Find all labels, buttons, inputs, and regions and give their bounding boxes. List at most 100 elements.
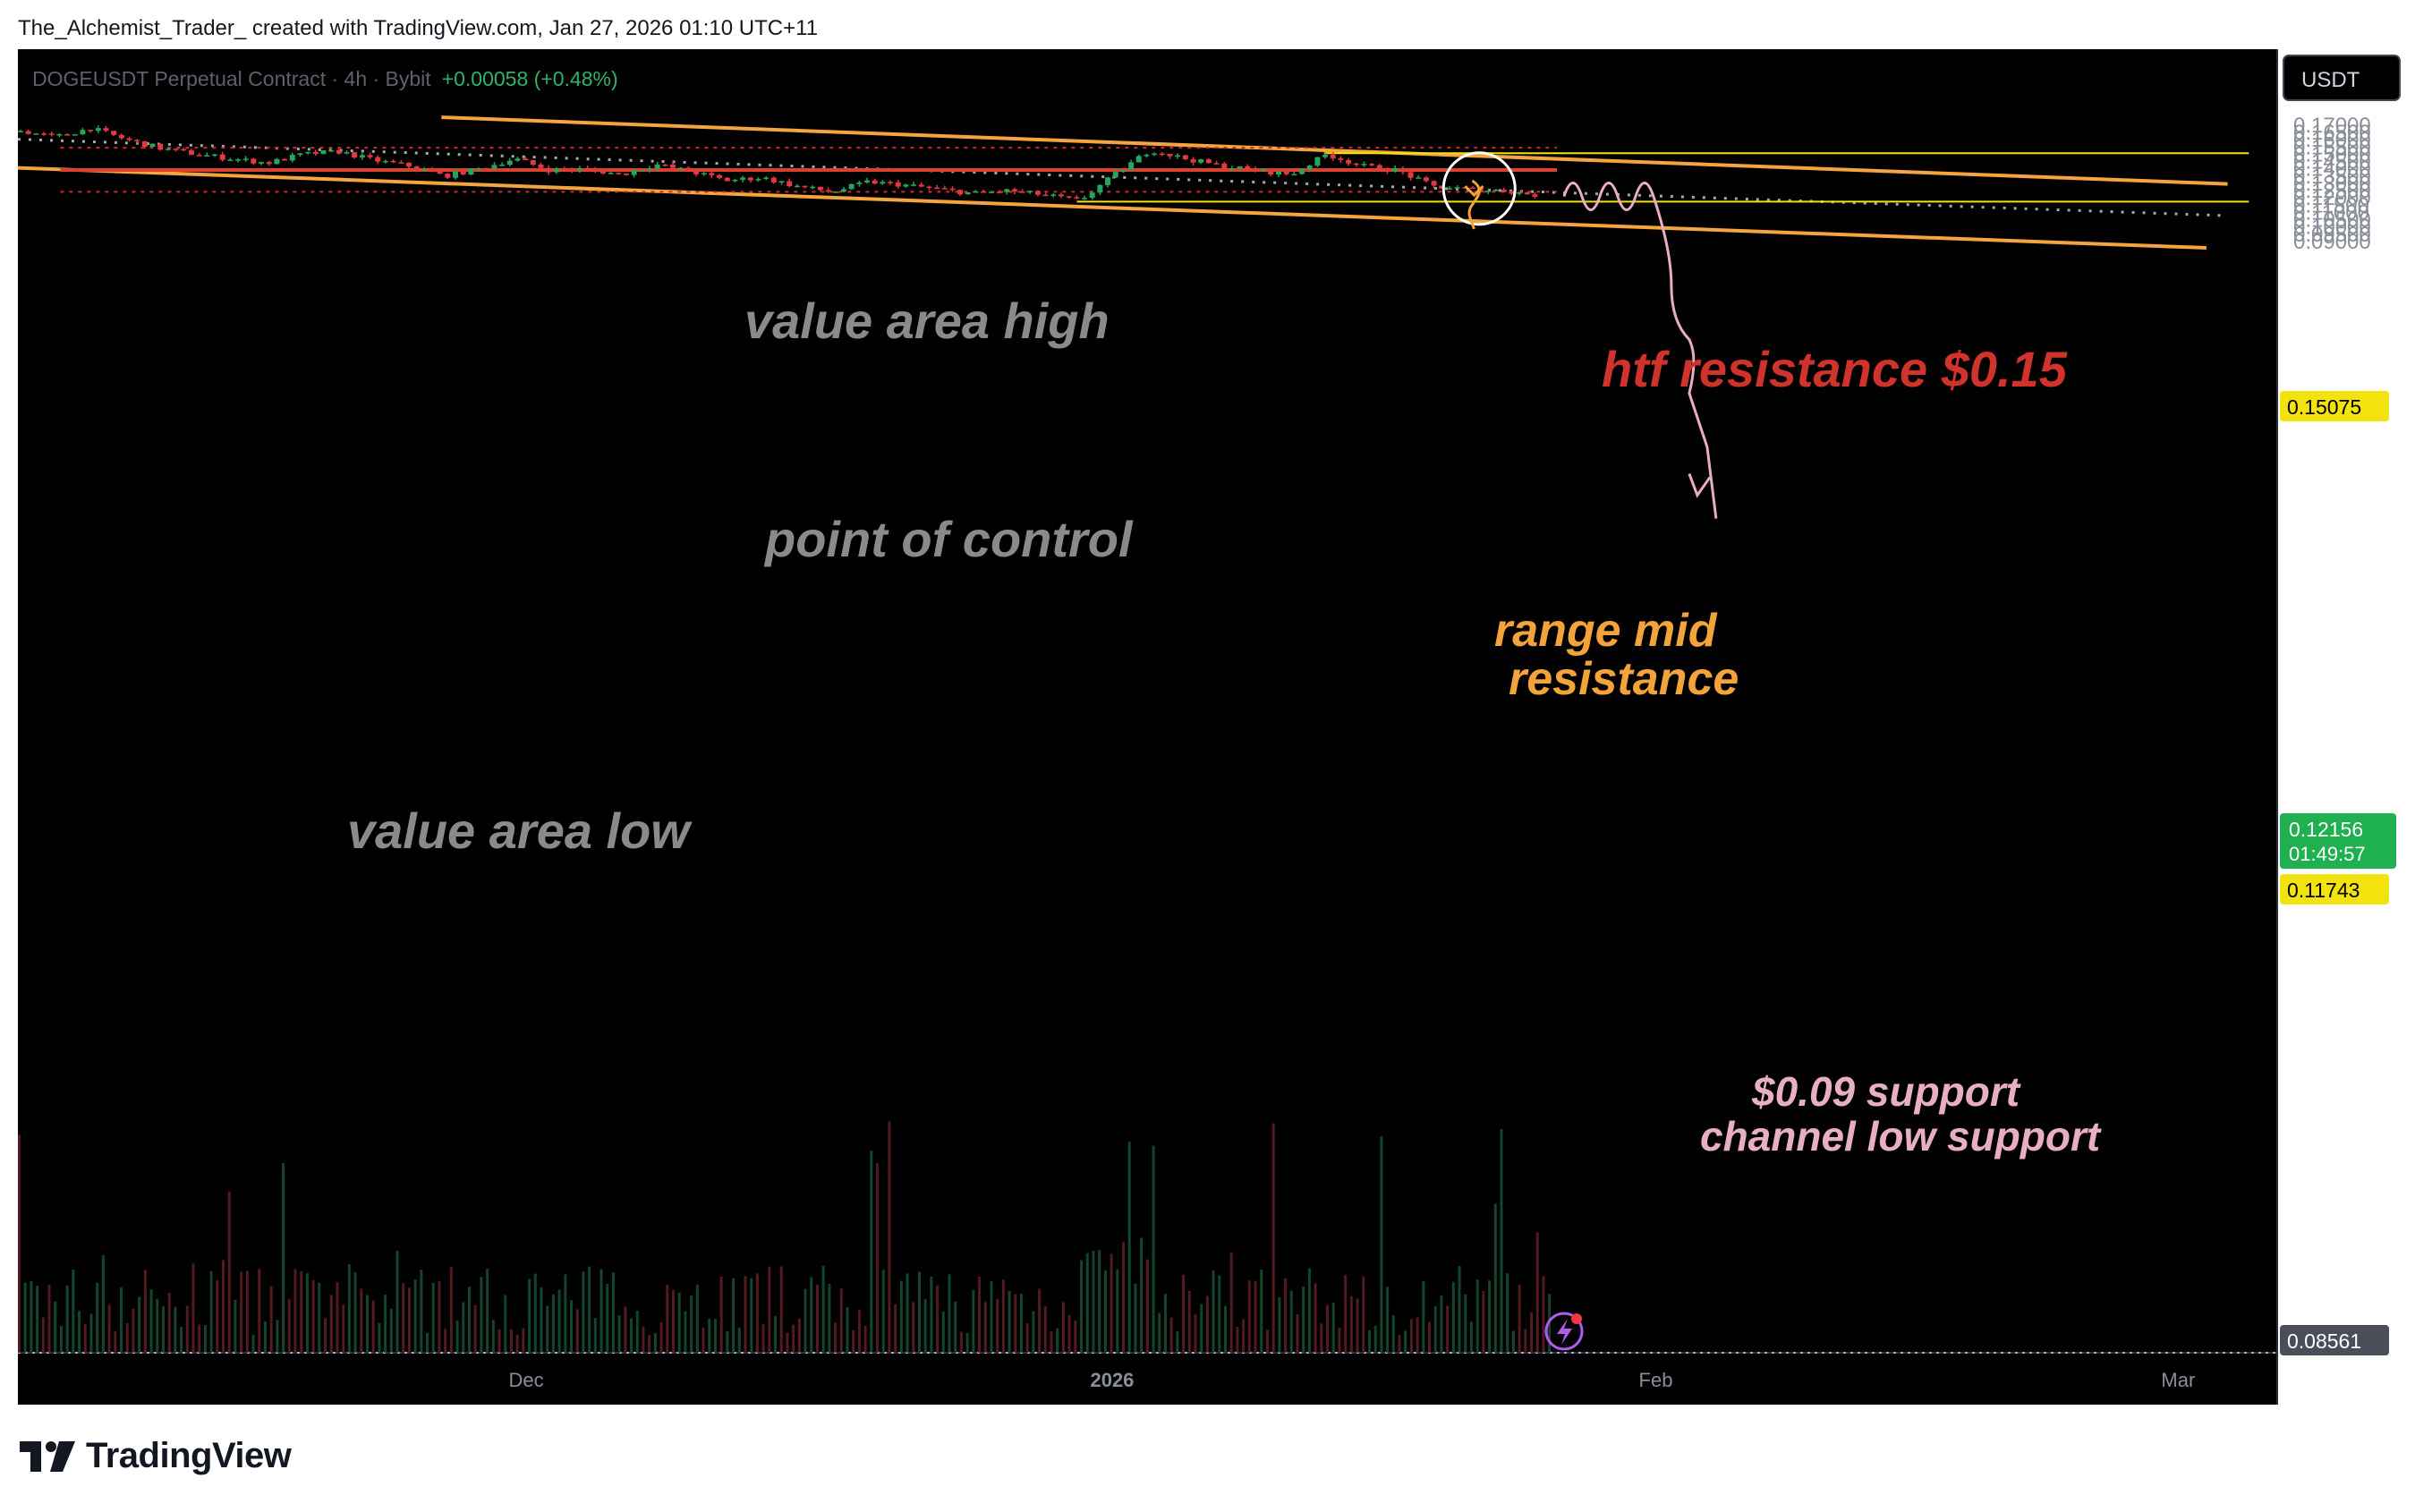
range-mid-arrowhead[interactable] [1464,184,1484,198]
candle-body [996,191,1002,193]
volume-bar [1254,1280,1257,1353]
volume-bar [402,1283,405,1353]
volume-bar [365,1295,369,1353]
volume-bar [227,1191,231,1353]
candle-body [141,140,148,148]
candle-body [344,152,350,154]
candle-body [787,181,793,187]
volume-bar [54,1301,57,1353]
candle-body [941,188,948,190]
volume-bar [1085,1253,1089,1353]
candle-body [103,128,109,132]
candle-body [1144,154,1150,157]
candle-body [981,191,987,193]
volume-bar [863,1325,867,1353]
volume-bar [690,1295,693,1353]
highlight-circle[interactable] [1441,151,1517,226]
candle-body [903,184,909,187]
volume-bar [222,1260,225,1353]
y-tick-label: 0.13000 [2293,172,2371,196]
volume-bar [677,1292,681,1353]
candle-body [1190,158,1196,163]
candle-body [576,167,582,171]
candle-body [1167,154,1173,157]
volume-bar [1236,1327,1239,1353]
volume-bar [23,1282,27,1353]
volume-bar [792,1324,795,1353]
candle-body [1034,191,1041,195]
candle-body [918,184,924,187]
resistance-label: resistance [1509,653,1739,705]
svg-text:0.08561: 0.08561 [2287,1329,2361,1353]
volume-bar [203,1324,207,1353]
candle-body [569,169,575,171]
volume-bar [378,1322,381,1353]
volume-bar [917,1271,921,1353]
candle-body [118,134,124,139]
candle-body [1252,168,1258,172]
candle-body [623,173,629,175]
candle-body [398,162,404,164]
y-tick-label: 0.12000 [2293,186,2371,210]
volume-bar [360,1288,363,1353]
volume-bar [515,1334,519,1353]
candle-body [662,164,668,166]
volume-bar [1050,1330,1053,1353]
volume-bar [1446,1305,1450,1353]
alert-lightning-icon[interactable] [1544,1312,1584,1351]
volume-bar [557,1289,561,1353]
volume-bar [588,1266,591,1353]
volume-bar [1032,1311,1035,1353]
volume-bar [761,1323,765,1353]
currency-button[interactable]: USDT [2283,55,2401,101]
volume-bar [1440,1295,1443,1353]
last-price-label: 0.12156 01:49:57 [2280,813,2396,869]
volume-bar [888,1121,891,1353]
candle-body [1376,165,1382,171]
volume-bar [161,1306,165,1353]
price-axis[interactable]: 0.170000.165000.160000.155000.150000.145… [2293,114,2371,254]
volume-bar [702,1327,705,1353]
volume-bar [78,1311,81,1353]
volume-bar [569,1300,573,1353]
candle-body [259,162,265,164]
channel-mid-line[interactable] [17,138,2221,217]
volume-bar [1218,1275,1221,1353]
candle-body [1361,164,1367,166]
volume-bar [1475,1279,1479,1353]
channel-lower-line[interactable] [17,166,2207,251]
candle-body [1283,171,1289,174]
projected-path-arrowhead[interactable] [1688,473,1712,498]
candle-body [211,154,217,157]
tradingview-wordmark: TradingView [86,1436,292,1475]
volume-bars [18,1121,1552,1353]
volume-bar [876,1163,880,1353]
candle-body [320,150,327,155]
volume-bar [47,1285,51,1353]
y-tick-label: 0.12500 [2293,179,2371,203]
volume-bar [462,1302,465,1353]
tradingview-logo[interactable]: TradingView [20,1436,292,1476]
chart-background [18,49,2277,1405]
volume-bar [1025,1323,1029,1353]
projected-path[interactable] [1562,182,1718,519]
y-tick-label: 0.14000 [2293,157,2371,182]
volume-bar [551,1294,555,1353]
y-tick-label: 0.13500 [2293,165,2371,189]
volume-bar [575,1309,579,1353]
candle-body [1517,192,1523,194]
candle-body [848,183,855,190]
candle-body [1112,172,1118,178]
candle-body [1384,170,1390,172]
candle-body [654,164,660,169]
volume-bar [744,1276,747,1353]
candle-body [530,160,536,165]
candle-body [297,153,303,156]
channel-upper-line[interactable] [441,115,2228,186]
volume-bar [1110,1253,1113,1353]
volume-bar [1152,1145,1155,1353]
time-axis[interactable]: Dec 2026 Feb Mar [509,1369,2196,1391]
candle-body [1198,159,1204,163]
volume-bar [965,1333,969,1353]
volume-bar [978,1276,982,1353]
